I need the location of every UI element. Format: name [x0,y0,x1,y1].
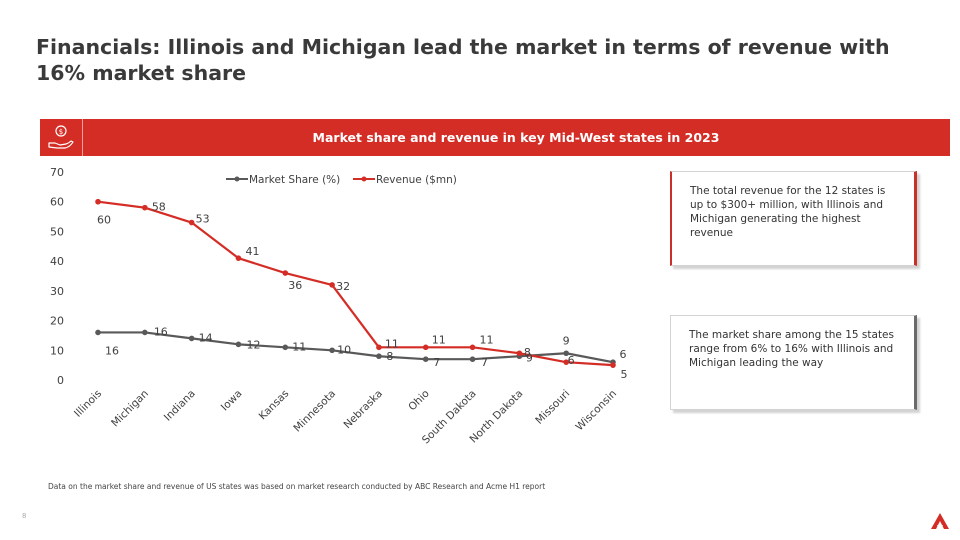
series-line [98,331,614,364]
data-point [376,353,382,360]
data-point [469,356,476,362]
data-label: 11 [480,333,494,346]
data-label: 58 [152,201,166,214]
chart-banner: $ Market share and revenue in key Mid-We… [40,119,950,156]
data-point [142,329,148,336]
revenue-note: The total revenue for the 12 states is u… [670,171,917,266]
data-label: 32 [336,280,350,293]
x-tick-label: Iowa [219,388,245,414]
data-point [282,270,289,276]
x-tick-label: Missouri [533,388,572,427]
data-label: 16 [105,344,119,357]
data-label: 8 [524,346,531,359]
data-label: 11 [432,333,446,346]
data-point [469,344,476,351]
data-point [422,356,429,362]
data-label: 36 [288,279,302,292]
data-point [329,347,335,354]
data-label: 5 [621,368,628,381]
x-tick-label: Illinois [72,388,104,420]
data-point [610,362,616,368]
page-number: 8 [22,512,27,520]
data-label: 16 [154,325,168,338]
y-tick-label: 10 [50,344,64,357]
data-point [142,204,148,211]
y-tick-label: 30 [50,285,64,298]
data-point [329,282,335,288]
data-label: 11 [385,337,399,350]
x-tick-label: Indiana [162,388,198,424]
data-label: 60 [97,214,111,227]
source-footnote: Data on the market share and revenue of … [48,482,546,491]
data-label: 10 [337,343,351,356]
x-tick-label: Minnesota [291,388,338,435]
data-label: 11 [292,340,306,353]
y-tick-label: 40 [50,255,64,268]
x-tick-label: Kansas [257,388,292,423]
data-label: 53 [196,213,210,226]
data-point [563,350,569,357]
data-point [235,341,242,348]
data-label: 9 [526,351,533,364]
data-point [188,335,195,342]
data-point [188,219,195,226]
x-tick-label: Nebraska [342,388,386,432]
data-point [282,344,289,351]
data-point [516,350,523,357]
data-point [95,329,101,336]
money-hand-icon: $ [48,125,74,149]
brand-logo-icon [931,513,949,529]
data-label: 9 [563,334,570,347]
line-chart: 0 10 20 30 40 50 60 70 Illinois Michigan Indiana Io… [50,166,628,446]
data-label: 7 [481,356,488,369]
series-line [97,200,614,367]
data-point [95,198,101,205]
data-point [376,344,382,351]
data-label: 12 [246,338,260,351]
y-tick-label: 20 [50,315,64,328]
svg-text:$: $ [59,128,63,136]
y-tick-label: 70 [50,166,64,179]
legend-swatch-marker [361,176,367,182]
data-label: 41 [245,245,259,258]
data-label: 14 [199,331,213,344]
data-label: 7 [433,356,440,369]
page-title: Financials: Illinois and Michigan lead t… [36,35,890,85]
x-tick-label: Michigan [109,388,151,430]
data-label: 8 [386,350,393,363]
banner-icon-box: $ [40,119,83,156]
x-tick-label: Wisconsin [574,388,620,434]
market-share-note: The market share among the 15 states ran… [670,315,917,410]
y-tick-label: 50 [50,225,64,238]
y-tick-label: 0 [57,374,64,387]
legend-label: Market Share (%) [249,174,340,186]
y-tick-label: 60 [50,196,64,209]
legend-label: Revenue ($mn) [376,174,457,186]
data-point [235,255,242,261]
data-point [563,359,569,365]
data-point [422,344,429,351]
legend-swatch-marker [234,176,240,182]
data-label: 6 [568,354,575,367]
banner-title: Market share and revenue in key Mid-West… [312,130,720,145]
data-label: 6 [620,348,627,361]
x-tick-label: Ohio [406,388,432,414]
